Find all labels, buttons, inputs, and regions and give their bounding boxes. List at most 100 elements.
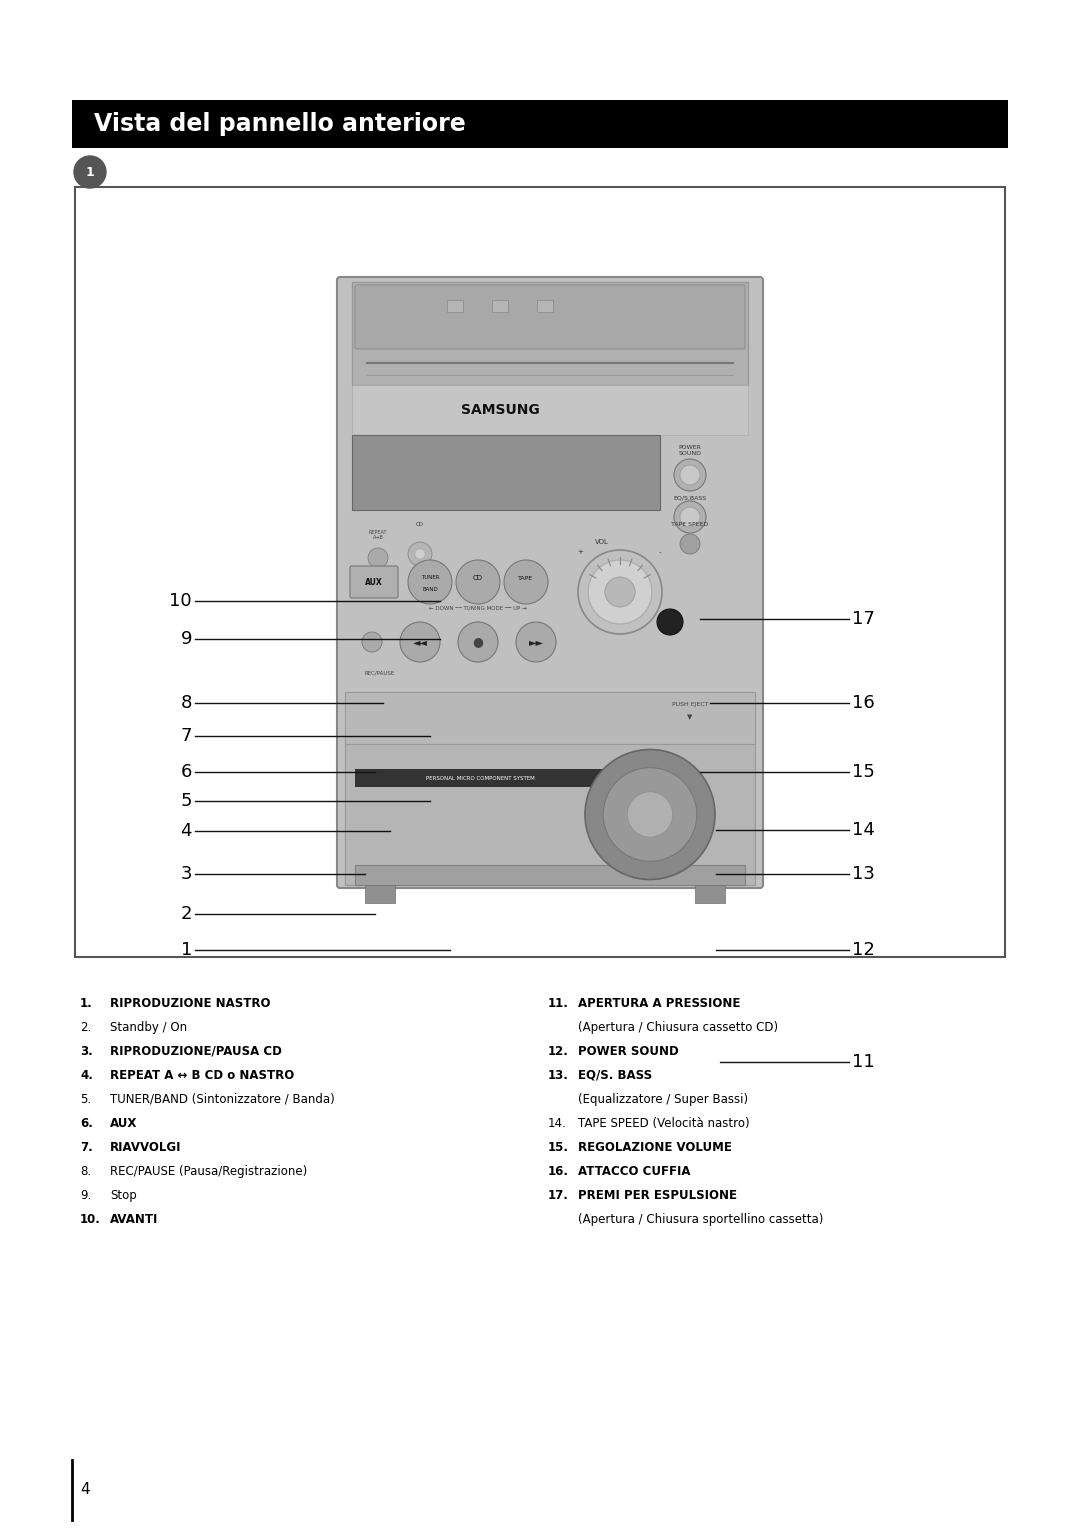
Text: 11: 11 bbox=[852, 1053, 875, 1071]
Circle shape bbox=[578, 550, 662, 634]
Text: 12: 12 bbox=[852, 941, 875, 960]
Circle shape bbox=[680, 533, 700, 555]
Text: 15: 15 bbox=[852, 762, 875, 781]
Text: 1: 1 bbox=[180, 941, 192, 960]
Text: 13: 13 bbox=[852, 865, 875, 883]
Text: 5: 5 bbox=[180, 792, 192, 810]
Text: ►►: ►► bbox=[528, 637, 543, 646]
Text: CD: CD bbox=[416, 523, 424, 527]
Text: APERTURA A PRESSIONE: APERTURA A PRESSIONE bbox=[578, 996, 741, 1010]
Bar bbox=[447, 299, 463, 312]
Circle shape bbox=[585, 750, 715, 880]
Text: PUSH EJECT: PUSH EJECT bbox=[672, 701, 708, 707]
Text: +: + bbox=[577, 549, 583, 555]
Circle shape bbox=[674, 501, 706, 533]
Circle shape bbox=[680, 465, 700, 484]
Circle shape bbox=[588, 559, 652, 623]
Text: SAMSUNG: SAMSUNG bbox=[461, 403, 539, 417]
Circle shape bbox=[400, 622, 440, 662]
Text: TAPE SPEED: TAPE SPEED bbox=[672, 523, 708, 527]
FancyBboxPatch shape bbox=[355, 286, 745, 348]
Text: AUX: AUX bbox=[365, 578, 383, 587]
Text: 5.: 5. bbox=[80, 1093, 91, 1106]
Bar bbox=[352, 435, 660, 510]
Text: 6.: 6. bbox=[80, 1117, 93, 1131]
FancyBboxPatch shape bbox=[350, 565, 399, 597]
Circle shape bbox=[680, 507, 700, 527]
Text: 11.: 11. bbox=[548, 996, 569, 1010]
Text: 4: 4 bbox=[80, 1482, 90, 1497]
Text: ← DOWN ── TUNING MODE ── UP →: ← DOWN ── TUNING MODE ── UP → bbox=[429, 605, 527, 611]
Text: 1.: 1. bbox=[80, 996, 93, 1010]
Text: 10.: 10. bbox=[80, 1213, 100, 1225]
Bar bbox=[696, 885, 725, 903]
Circle shape bbox=[408, 559, 453, 604]
Text: 2: 2 bbox=[180, 905, 192, 923]
Text: 6: 6 bbox=[180, 762, 192, 781]
Text: ◄◄: ◄◄ bbox=[413, 637, 428, 646]
Text: 17: 17 bbox=[852, 610, 875, 628]
Text: ▼: ▼ bbox=[687, 714, 692, 720]
Text: 17.: 17. bbox=[548, 1189, 569, 1203]
Circle shape bbox=[408, 542, 432, 565]
Circle shape bbox=[458, 622, 498, 662]
Circle shape bbox=[504, 559, 548, 604]
Text: REC/PAUSE (Pausa/Registrazione): REC/PAUSE (Pausa/Registrazione) bbox=[110, 1164, 307, 1178]
Text: EQ/S.BASS: EQ/S.BASS bbox=[674, 495, 706, 500]
Text: (Apertura / Chiusura sportellino cassetta): (Apertura / Chiusura sportellino cassett… bbox=[578, 1213, 823, 1225]
Text: RIAVVOLGI: RIAVVOLGI bbox=[110, 1141, 181, 1154]
Text: 9: 9 bbox=[180, 630, 192, 648]
Bar bbox=[72, 99, 1008, 148]
Text: RIPRODUZIONE NASTRO: RIPRODUZIONE NASTRO bbox=[110, 996, 270, 1010]
Text: POWER
SOUND: POWER SOUND bbox=[678, 445, 702, 455]
Bar bbox=[355, 865, 745, 885]
Bar bbox=[345, 692, 755, 744]
Text: 8: 8 bbox=[180, 694, 192, 712]
Text: AUX: AUX bbox=[110, 1117, 137, 1131]
Text: EQ/S. BASS: EQ/S. BASS bbox=[578, 1070, 652, 1082]
Text: -: - bbox=[659, 549, 661, 555]
Text: TUNER/BAND (Sintonizzatore / Banda): TUNER/BAND (Sintonizzatore / Banda) bbox=[110, 1093, 335, 1106]
Text: REC/PAUSE: REC/PAUSE bbox=[365, 669, 395, 675]
Circle shape bbox=[362, 633, 382, 652]
FancyBboxPatch shape bbox=[337, 277, 762, 888]
Text: Vista del pannello anteriore: Vista del pannello anteriore bbox=[94, 112, 465, 136]
Text: 9.: 9. bbox=[80, 1189, 91, 1203]
Text: TAPE SPEED (Velocità nastro): TAPE SPEED (Velocità nastro) bbox=[578, 1117, 750, 1131]
Text: 3: 3 bbox=[180, 865, 192, 883]
Text: 4.: 4. bbox=[80, 1070, 93, 1082]
Text: 14: 14 bbox=[852, 821, 875, 839]
Bar bbox=[492, 299, 508, 312]
Circle shape bbox=[657, 610, 683, 636]
Text: 8.: 8. bbox=[80, 1164, 91, 1178]
Text: 3.: 3. bbox=[80, 1045, 93, 1057]
Text: POWER SOUND: POWER SOUND bbox=[578, 1045, 678, 1057]
Text: Standby / On: Standby / On bbox=[110, 1021, 187, 1034]
Text: Stop: Stop bbox=[110, 1189, 137, 1203]
Text: AVANTI: AVANTI bbox=[110, 1213, 159, 1225]
Text: 16.: 16. bbox=[548, 1164, 569, 1178]
Text: ●: ● bbox=[473, 636, 484, 648]
Text: REPEAT
A→B: REPEAT A→B bbox=[368, 530, 388, 541]
Text: 12.: 12. bbox=[548, 1045, 569, 1057]
Text: 4: 4 bbox=[180, 822, 192, 840]
Bar bbox=[352, 283, 748, 385]
Text: 16: 16 bbox=[852, 694, 875, 712]
Circle shape bbox=[674, 458, 706, 490]
Text: CD: CD bbox=[473, 575, 483, 581]
Text: (Apertura / Chiusura cassetto CD): (Apertura / Chiusura cassetto CD) bbox=[578, 1021, 778, 1034]
Text: RIPRODUZIONE/PAUSA CD: RIPRODUZIONE/PAUSA CD bbox=[110, 1045, 282, 1057]
Text: ATTACCO CUFFIA: ATTACCO CUFFIA bbox=[578, 1164, 690, 1178]
Circle shape bbox=[415, 549, 426, 559]
Text: 7: 7 bbox=[180, 727, 192, 746]
Text: TAPE: TAPE bbox=[518, 576, 534, 581]
Text: TUNER: TUNER bbox=[421, 575, 440, 579]
Text: PREMI PER ESPULSIONE: PREMI PER ESPULSIONE bbox=[578, 1189, 737, 1203]
Text: 10: 10 bbox=[170, 591, 192, 610]
Bar bbox=[537, 299, 553, 312]
Circle shape bbox=[368, 549, 388, 568]
Circle shape bbox=[605, 578, 635, 607]
Text: 2.: 2. bbox=[80, 1021, 91, 1034]
Text: BAND: BAND bbox=[422, 587, 437, 591]
Text: 13.: 13. bbox=[548, 1070, 569, 1082]
